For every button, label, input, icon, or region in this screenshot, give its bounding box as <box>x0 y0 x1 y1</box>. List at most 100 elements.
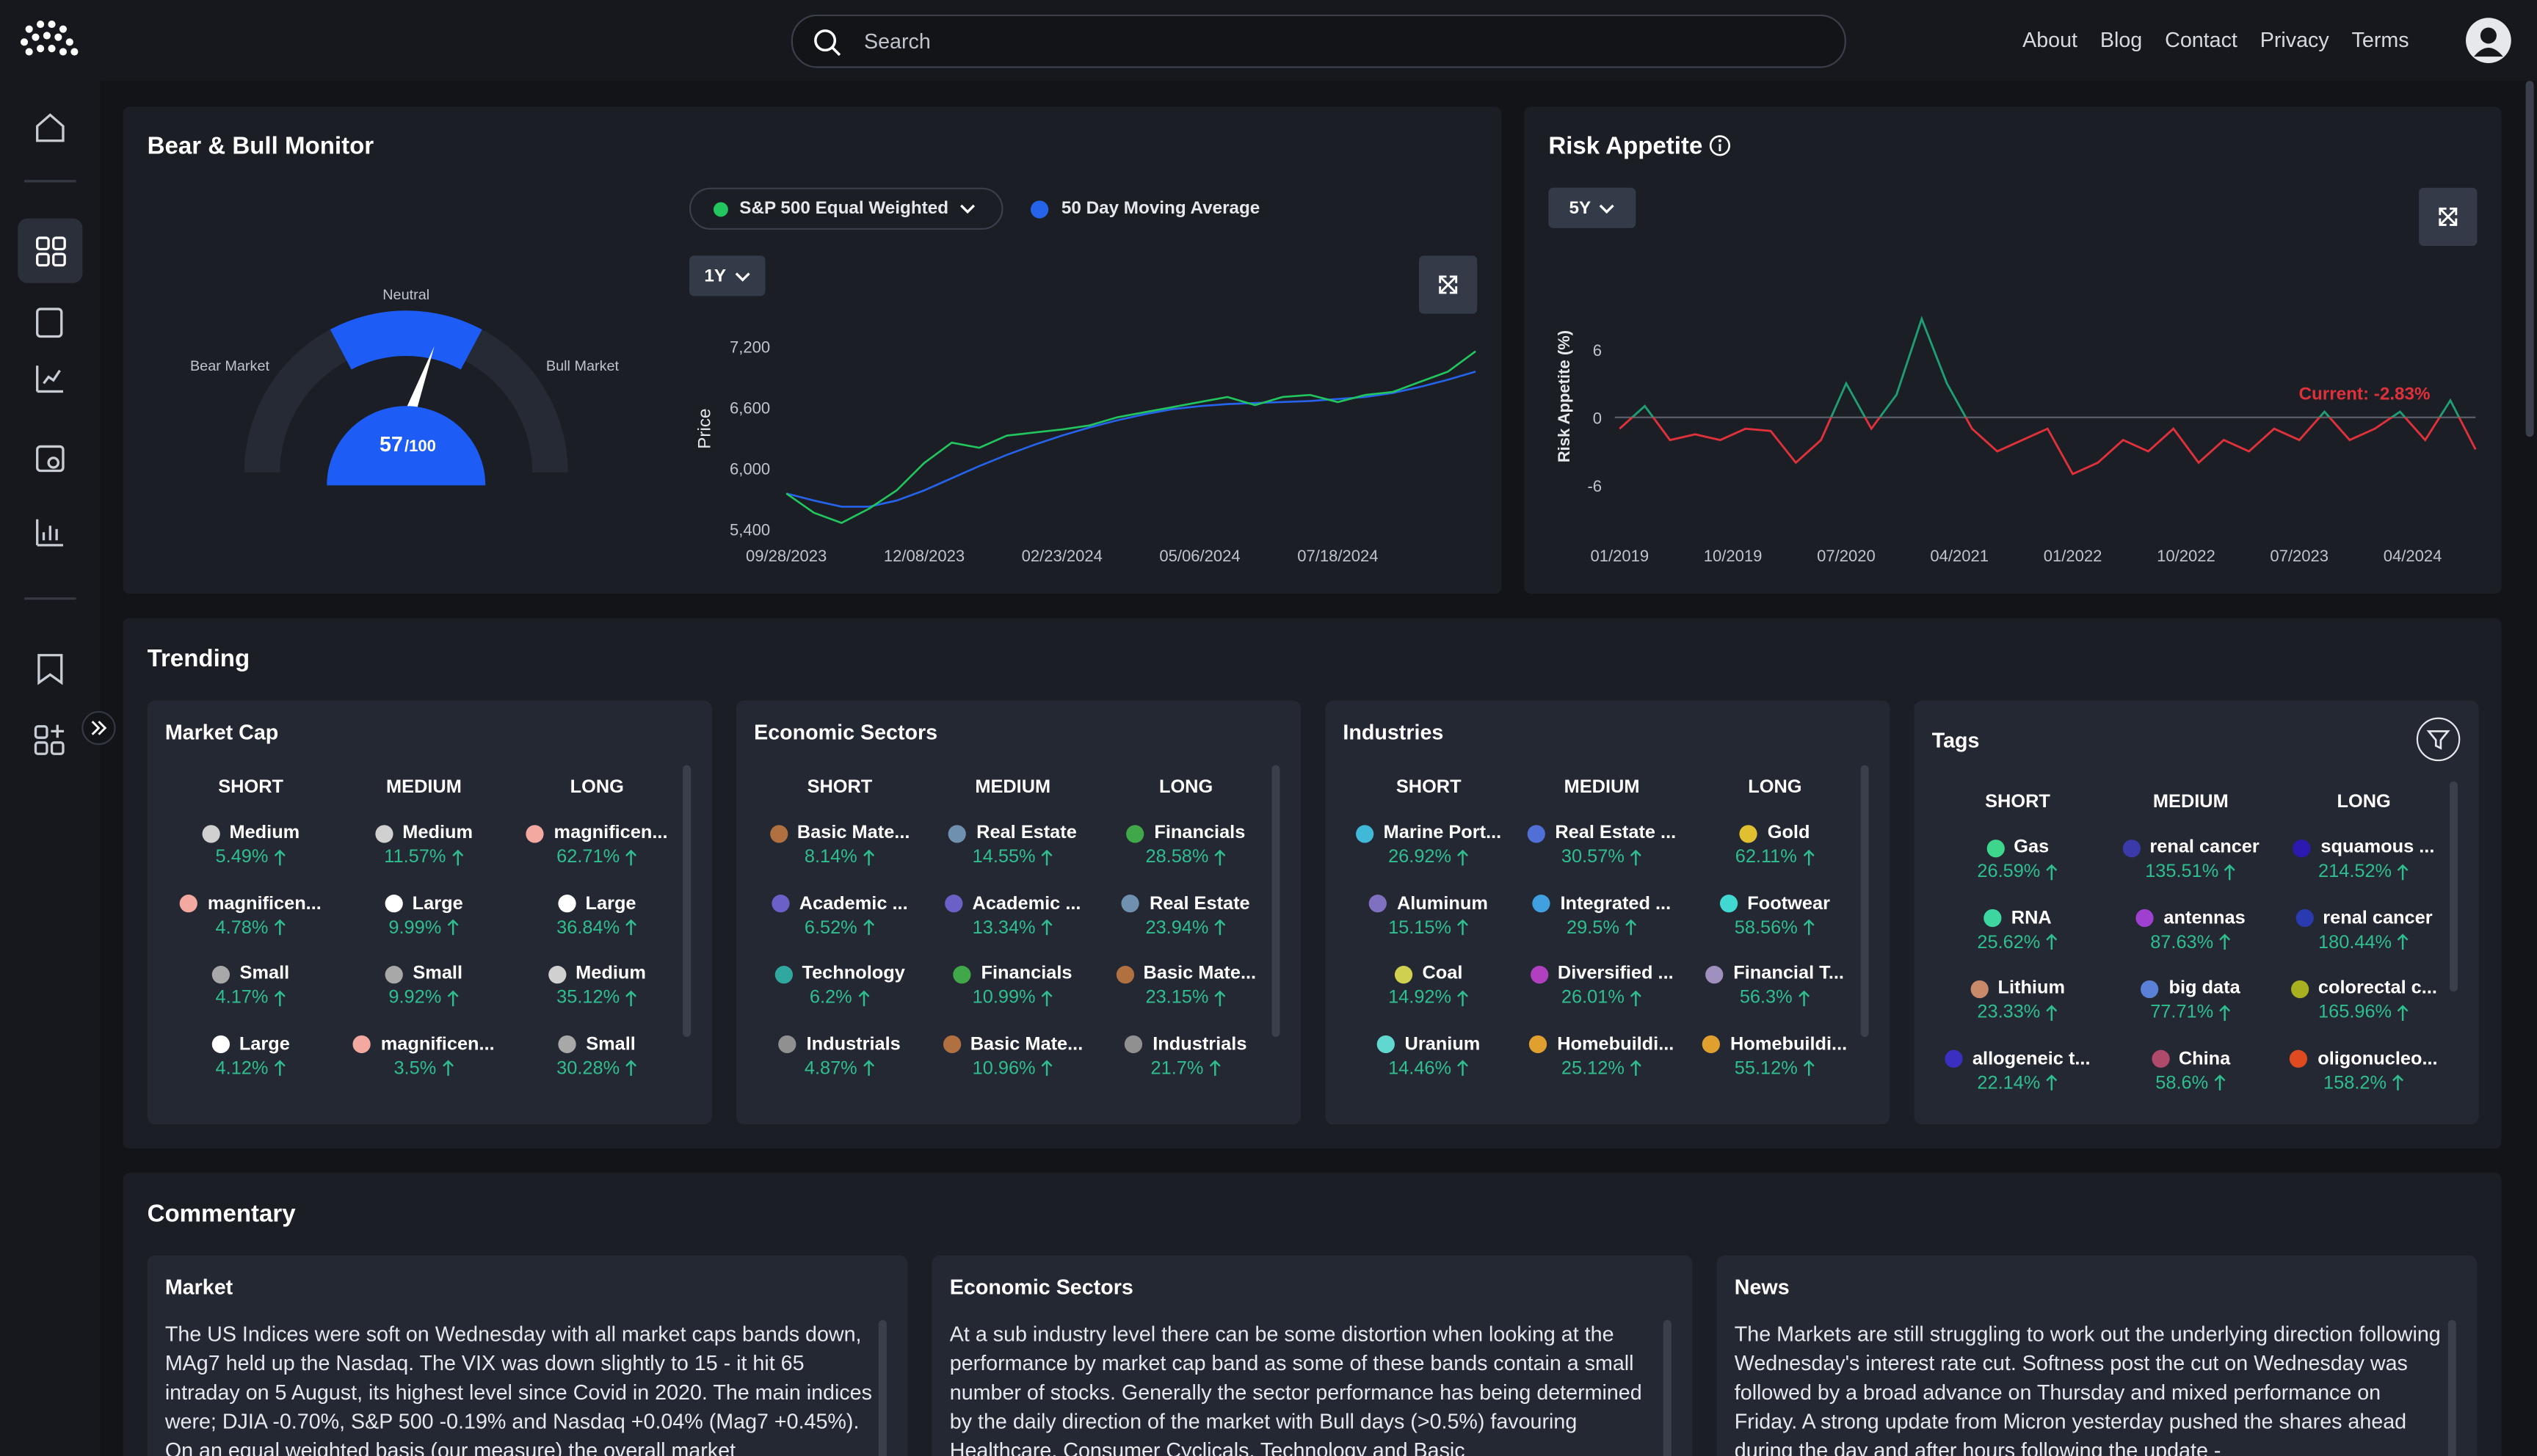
item-icon <box>943 1035 961 1054</box>
trend-item[interactable]: magnificen... 62.71% <box>511 823 683 867</box>
info-icon[interactable] <box>1709 134 1732 157</box>
screen-icon[interactable] <box>36 445 65 473</box>
trend-item[interactable]: Academic ... 13.34% <box>927 894 1099 938</box>
item-icon <box>2135 909 2155 928</box>
card-title: News <box>1734 1275 1790 1300</box>
legend-select[interactable]: S&P 500 Equal Weighted <box>689 187 1003 230</box>
bookmark-icon[interactable] <box>37 654 63 685</box>
logo[interactable] <box>16 16 81 65</box>
trend-item[interactable]: China 58.6% <box>2105 1049 2277 1093</box>
sidebar-icons <box>18 113 116 755</box>
trend-item[interactable]: Medium 35.12% <box>511 964 683 1008</box>
trend-item[interactable]: magnificen... 3.5% <box>338 1035 510 1079</box>
home-icon[interactable] <box>36 113 65 142</box>
trend-item[interactable]: Technology 6.2% <box>754 964 926 1008</box>
trend-item[interactable]: Gold 62.11% <box>1689 823 1861 867</box>
expand-button[interactable] <box>2419 187 2478 247</box>
trend-item[interactable]: Academic ... 6.52% <box>754 894 926 938</box>
trend-item[interactable]: Real Estate 14.55% <box>927 823 1099 867</box>
trend-item[interactable]: Gas 26.59% <box>1932 838 2104 881</box>
trend-item[interactable]: Uranium 14.46% <box>1343 1035 1514 1079</box>
trend-item[interactable]: Coal 14.92% <box>1343 964 1514 1008</box>
item-change-row: 87.63% <box>2105 933 2277 952</box>
trend-item[interactable]: Industrials 4.87% <box>754 1035 926 1079</box>
column-header: LONG <box>1748 778 1802 798</box>
trend-item[interactable]: Basic Mate... 10.96% <box>927 1035 1099 1079</box>
item-change: 25.12% <box>1561 1059 1625 1079</box>
arrow-path <box>2046 863 2058 880</box>
trend-item[interactable]: RNA 25.62% <box>1932 909 2104 952</box>
trend-item[interactable]: Real Estate 23.94% <box>1100 894 1272 938</box>
trend-item[interactable]: Footwear 58.56% <box>1689 894 1861 938</box>
trend-item[interactable]: Marine Port... 26.92% <box>1343 823 1514 867</box>
up-arrow <box>274 1060 286 1077</box>
risk-panel <box>1524 106 2502 594</box>
up-arrow <box>1214 848 1226 865</box>
filter-button[interactable] <box>2416 717 2461 762</box>
panel-title: Commentary <box>147 1200 296 1228</box>
up-arrow <box>2219 933 2231 950</box>
item-name: Academic ... <box>972 894 1081 914</box>
trend-item[interactable]: Medium 5.49% <box>165 823 337 867</box>
page-scrollbar[interactable] <box>2525 81 2534 437</box>
item-icon <box>353 1035 371 1054</box>
search-box[interactable]: Search <box>791 14 1846 68</box>
trend-item[interactable]: Small 30.28% <box>511 1035 683 1079</box>
expand-button[interactable] <box>1418 255 1478 314</box>
nav-link[interactable]: Terms <box>2351 27 2409 52</box>
arrow-path <box>1041 1060 1053 1077</box>
trend-item[interactable]: Lithium 23.33% <box>1932 979 2104 1023</box>
item-name-row: Gas <box>1932 838 2104 857</box>
trend-item[interactable]: Small 4.17% <box>165 964 337 1008</box>
trend-item[interactable]: colorectal c... 165.96% <box>2278 979 2450 1023</box>
item-change: 56.3% <box>1739 989 1793 1008</box>
trend-item[interactable]: Integrated ... 29.5% <box>1516 894 1688 938</box>
trend-item[interactable]: renal cancer 180.44% <box>2278 909 2450 952</box>
trend-item[interactable]: Basic Mate... 8.14% <box>754 823 926 867</box>
chart-icon[interactable] <box>36 519 63 547</box>
trend-item[interactable]: magnificen... 4.78% <box>165 894 337 938</box>
trend-item[interactable]: Large 4.12% <box>165 1035 337 1079</box>
trend-item[interactable]: allogeneic t... 22.14% <box>1932 1049 2104 1093</box>
trend-item[interactable]: Aluminum 15.15% <box>1343 894 1514 938</box>
trend-item[interactable]: Industrials 21.7% <box>1100 1035 1272 1079</box>
trend-item[interactable]: Financials 10.99% <box>927 964 1099 1008</box>
trend-item[interactable]: Large 9.99% <box>338 894 510 938</box>
trend-item[interactable]: Medium 11.57% <box>338 823 510 867</box>
item-icon <box>374 824 393 842</box>
arrow-path <box>2398 863 2409 880</box>
nav-link[interactable]: Privacy <box>2260 27 2329 52</box>
nav-link[interactable]: About <box>2022 27 2078 52</box>
trend-item[interactable]: Diversified ... 26.01% <box>1516 964 1688 1008</box>
arrow-path <box>1457 1060 1468 1077</box>
arrow-path <box>274 989 286 1006</box>
range-select[interactable]: 5Y <box>1548 187 1636 228</box>
trend-item[interactable]: Financials 28.58% <box>1100 823 1272 867</box>
up-arrow <box>625 1060 637 1077</box>
item-name: Real Estate <box>976 823 1077 843</box>
avatar[interactable] <box>2464 16 2513 65</box>
trend-item[interactable]: Small 9.92% <box>338 964 510 1008</box>
trend-item[interactable]: Basic Mate... 23.15% <box>1100 964 1272 1008</box>
nav-link[interactable]: Contact <box>2165 27 2237 52</box>
item-change-row: 11.57% <box>338 848 510 867</box>
trend-item[interactable]: Financial T... 56.3% <box>1689 964 1861 1008</box>
up-arrow <box>1625 919 1636 936</box>
arrow-path <box>1803 1060 1815 1077</box>
trend-item[interactable]: Large 36.84% <box>511 894 683 938</box>
trend-item[interactable]: big data 77.71% <box>2105 979 2277 1023</box>
trend-item[interactable]: renal cancer 135.51% <box>2105 838 2277 881</box>
trend-item[interactable]: antennas 87.63% <box>2105 909 2277 952</box>
trend-item[interactable]: Homebuildi... 55.12% <box>1689 1035 1861 1079</box>
scatter-icon[interactable] <box>36 365 63 393</box>
trend-item[interactable]: oligonucleo... 158.2% <box>2278 1049 2450 1093</box>
chevron-path <box>1600 203 1615 214</box>
trend-item[interactable]: squamous ... 214.52% <box>2278 838 2450 881</box>
range-select[interactable]: 1Y <box>689 255 766 296</box>
trend-item[interactable]: Homebuildi... 25.12% <box>1516 1035 1688 1079</box>
trend-item[interactable]: Real Estate ... 30.57% <box>1516 823 1688 867</box>
up-arrow <box>1041 848 1053 865</box>
list-icon[interactable] <box>36 307 63 338</box>
item-name-row: Real Estate ... <box>1516 823 1688 842</box>
nav-link[interactable]: Blog <box>2099 27 2143 52</box>
